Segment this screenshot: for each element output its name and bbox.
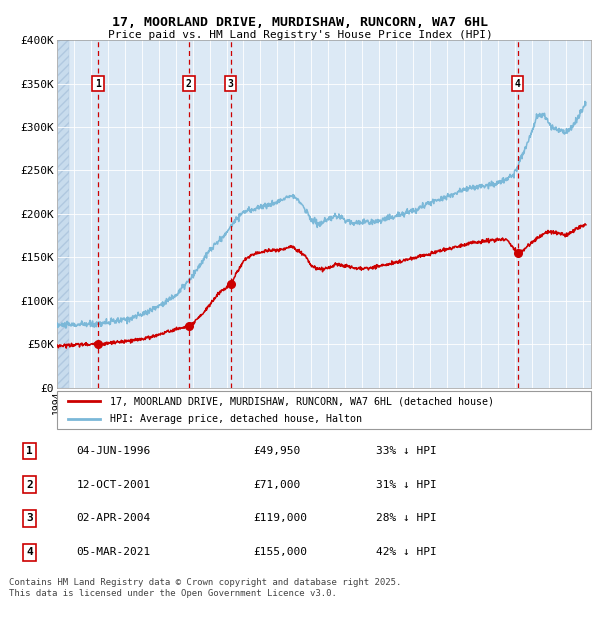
Text: 02-APR-2004: 02-APR-2004: [77, 513, 151, 523]
Text: 33% ↓ HPI: 33% ↓ HPI: [376, 446, 437, 456]
Text: HPI: Average price, detached house, Halton: HPI: Average price, detached house, Halt…: [110, 414, 362, 425]
Text: 1: 1: [26, 446, 33, 456]
Text: 1: 1: [95, 79, 101, 89]
Text: This data is licensed under the Open Government Licence v3.0.: This data is licensed under the Open Gov…: [9, 589, 337, 598]
Text: £155,000: £155,000: [253, 547, 307, 557]
Text: 31% ↓ HPI: 31% ↓ HPI: [376, 480, 437, 490]
Text: 4: 4: [515, 79, 521, 89]
Text: 28% ↓ HPI: 28% ↓ HPI: [376, 513, 437, 523]
Text: 4: 4: [26, 547, 33, 557]
Text: £119,000: £119,000: [253, 513, 307, 523]
Text: 42% ↓ HPI: 42% ↓ HPI: [376, 547, 437, 557]
Text: 2: 2: [186, 79, 192, 89]
Text: 3: 3: [228, 79, 233, 89]
Text: 17, MOORLAND DRIVE, MURDISHAW, RUNCORN, WA7 6HL (detached house): 17, MOORLAND DRIVE, MURDISHAW, RUNCORN, …: [110, 396, 494, 406]
Text: Contains HM Land Registry data © Crown copyright and database right 2025.: Contains HM Land Registry data © Crown c…: [9, 578, 401, 587]
Text: 05-MAR-2021: 05-MAR-2021: [77, 547, 151, 557]
Text: 3: 3: [26, 513, 33, 523]
Text: £49,950: £49,950: [253, 446, 300, 456]
Text: 17, MOORLAND DRIVE, MURDISHAW, RUNCORN, WA7 6HL: 17, MOORLAND DRIVE, MURDISHAW, RUNCORN, …: [112, 16, 488, 29]
Text: Price paid vs. HM Land Registry's House Price Index (HPI): Price paid vs. HM Land Registry's House …: [107, 30, 493, 40]
Text: 12-OCT-2001: 12-OCT-2001: [77, 480, 151, 490]
Text: 2: 2: [26, 480, 33, 490]
Text: 04-JUN-1996: 04-JUN-1996: [77, 446, 151, 456]
FancyBboxPatch shape: [57, 391, 591, 429]
Text: £71,000: £71,000: [253, 480, 300, 490]
Bar: [57, 40, 69, 388]
